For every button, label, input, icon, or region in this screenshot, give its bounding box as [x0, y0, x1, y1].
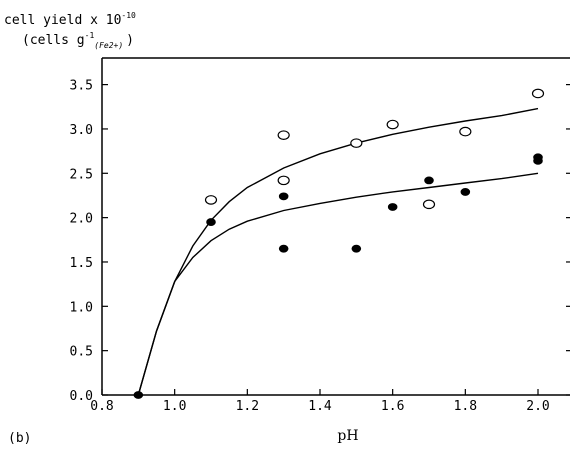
x-tick-label: 1.6 [381, 399, 404, 414]
open-circle-point [277, 175, 290, 186]
fitted-curves [137, 107, 539, 396]
filled-circle-point [278, 192, 289, 201]
filled-circle-point [387, 203, 398, 211]
open-circle-point [386, 119, 399, 130]
filled-circle-point [133, 391, 144, 399]
axis-tick-labels: 0.8 1.0 1.2 1.4 1.6 1.8 2.0 0.0 0.5 1.0 1.5 2.0 2.5 3… [70, 79, 550, 414]
filled-circle-point [460, 188, 471, 196]
y-axis-units: (cells g-1(Fe2+)) [22, 31, 134, 50]
x-tick-label: 1.4 [308, 399, 332, 414]
open-circle-point [459, 126, 472, 137]
filled-circle-point [278, 244, 289, 253]
y-axis-title-exponent: -10 [121, 11, 136, 20]
data-points [133, 88, 545, 399]
y-axis-units-sub: (Fe2+) [94, 41, 123, 50]
y-tick-label: 1.0 [70, 300, 93, 315]
panel-label: (b) [8, 431, 31, 446]
filled-circle-point [206, 218, 216, 226]
y-tick-label: 1.5 [70, 256, 93, 271]
axis-ticks [101, 84, 570, 396]
x-axis-title: pH [337, 428, 358, 444]
y-tick-label: 2.0 [70, 212, 93, 227]
fit-curve [137, 172, 539, 396]
open-circle-point [277, 130, 290, 140]
open-circle-point [422, 199, 436, 210]
open-circle-point [350, 138, 363, 148]
open-circle-point [531, 88, 545, 99]
x-tick-label: 1.8 [454, 399, 477, 414]
y-tick-label: 3.5 [70, 79, 93, 94]
y-tick-label: 3.0 [70, 123, 93, 138]
y-axis-title: cell yield x 10-10 [4, 11, 136, 28]
x-tick-label: 0.8 [90, 399, 113, 414]
x-tick-label: 2.0 [526, 399, 549, 414]
y-axis-units-prefix: (cells g [22, 33, 85, 48]
y-tick-label: 2.5 [70, 167, 93, 182]
y-axis-title-text: cell yield x 10 [4, 13, 121, 28]
x-tick-label: 1.0 [163, 399, 186, 414]
filled-circle-point [533, 156, 543, 165]
y-tick-label: 0.5 [70, 345, 93, 360]
filled-circle-point [351, 244, 362, 253]
x-tick-label: 1.2 [236, 399, 259, 414]
y-axis-units-sup: -1 [85, 31, 95, 40]
y-axis-units-suffix: ) [126, 33, 134, 48]
y-tick-label: 0.0 [70, 389, 93, 404]
filled-circle-point [424, 176, 434, 185]
fit-curve [137, 107, 539, 396]
open-circle-point [204, 195, 218, 205]
